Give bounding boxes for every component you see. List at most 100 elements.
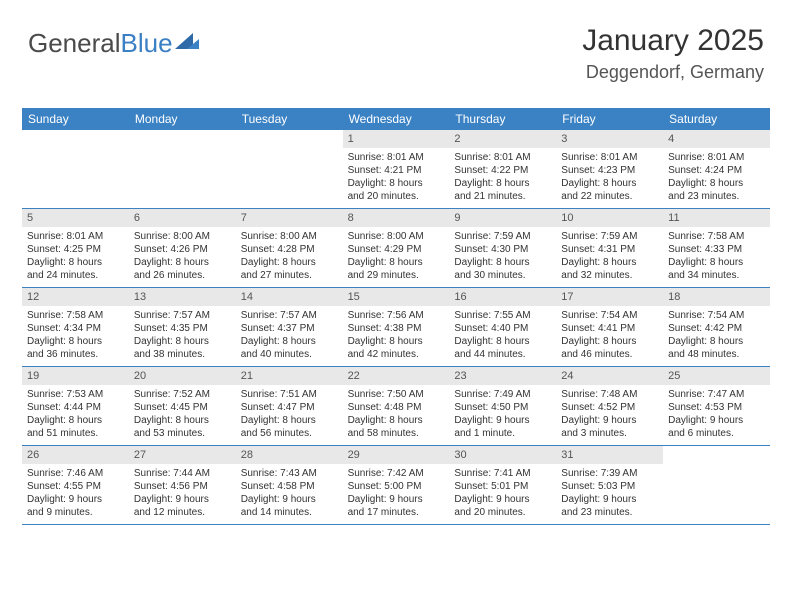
sunset-line: Sunset: 5:01 PM [454, 480, 551, 493]
daylight-line-2: and 32 minutes. [561, 269, 658, 282]
day-info: Sunrise: 7:49 AMSunset: 4:50 PMDaylight:… [449, 387, 556, 444]
weekday-header: Monday [129, 108, 236, 130]
daylight-line-2: and 26 minutes. [134, 269, 231, 282]
weekday-header: Wednesday [343, 108, 450, 130]
daylight-line-2: and 21 minutes. [454, 190, 551, 203]
day-info: Sunrise: 8:00 AMSunset: 4:29 PMDaylight:… [343, 229, 450, 286]
sunset-line: Sunset: 4:30 PM [454, 243, 551, 256]
day-info: Sunrise: 7:59 AMSunset: 4:30 PMDaylight:… [449, 229, 556, 286]
daylight-line-2: and 36 minutes. [27, 348, 124, 361]
day-number: 24 [556, 367, 663, 385]
daylight-line-1: Daylight: 8 hours [241, 414, 338, 427]
daylight-line-2: and 3 minutes. [561, 427, 658, 440]
daylight-line-1: Daylight: 9 hours [454, 414, 551, 427]
calendar-day: 11 Sunrise: 7:58 AMSunset: 4:33 PMDayligh… [663, 209, 770, 287]
daylight-line-1: Daylight: 8 hours [561, 256, 658, 269]
day-info: Sunrise: 7:53 AMSunset: 4:44 PMDaylight:… [22, 387, 129, 444]
sunrise-line: Sunrise: 7:50 AM [348, 388, 445, 401]
daylight-line-1: Daylight: 8 hours [668, 256, 765, 269]
calendar-week: 5Sunrise: 8:01 AMSunset: 4:25 PMDaylight… [22, 209, 770, 288]
day-info: Sunrise: 7:50 AMSunset: 4:48 PMDaylight:… [343, 387, 450, 444]
day-number: 1 [343, 130, 450, 148]
sunrise-line: Sunrise: 7:58 AM [27, 309, 124, 322]
day-info: Sunrise: 7:54 AMSunset: 4:41 PMDaylight:… [556, 308, 663, 365]
calendar-day: 15Sunrise: 7:56 AMSunset: 4:38 PMDayligh… [343, 288, 450, 366]
sunset-line: Sunset: 5:03 PM [561, 480, 658, 493]
day-number: 14 [236, 288, 343, 306]
sunrise-line: Sunrise: 8:01 AM [454, 151, 551, 164]
sunset-line: Sunset: 4:47 PM [241, 401, 338, 414]
daylight-line-2: and 44 minutes. [454, 348, 551, 361]
calendar-day: 23Sunrise: 7:49 AMSunset: 4:50 PMDayligh… [449, 367, 556, 445]
calendar-week: 26 Sunrise: 7:46 AMSunset: 4:55 PMDayligh… [22, 446, 770, 525]
day-info: Sunrise: 7:39 AMSunset: 5:03 PMDaylight:… [556, 466, 663, 523]
day-number: 4 [663, 130, 770, 148]
sunrise-line: Sunrise: 8:01 AM [348, 151, 445, 164]
daylight-line-2: and 22 minutes. [561, 190, 658, 203]
day-number: 3 [556, 130, 663, 148]
calendar-day: 9Sunrise: 7:59 AMSunset: 4:30 PMDaylight… [449, 209, 556, 287]
sunset-line: Sunset: 4:42 PM [668, 322, 765, 335]
sunrise-line: Sunrise: 7:57 AM [241, 309, 338, 322]
calendar-day: 25Sunrise: 7:47 AMSunset: 4:53 PMDayligh… [663, 367, 770, 445]
sunrise-line: Sunrise: 7:54 AM [561, 309, 658, 322]
logo-text-blue: Blue [121, 28, 173, 59]
sunset-line: Sunset: 4:48 PM [348, 401, 445, 414]
sunrise-line: Sunrise: 7:44 AM [134, 467, 231, 480]
daylight-line-2: and 23 minutes. [668, 190, 765, 203]
calendar-day: 26 Sunrise: 7:46 AMSunset: 4:55 PMDayligh… [22, 446, 129, 524]
logo-text-gray: General [28, 28, 121, 59]
day-number: 5 [22, 209, 129, 227]
day-info: Sunrise: 7:46 AMSunset: 4:55 PMDaylight:… [22, 466, 129, 523]
day-info: Sunrise: 7:58 AMSunset: 4:33 PMDaylight:… [663, 229, 770, 286]
sunrise-line: Sunrise: 7:43 AM [241, 467, 338, 480]
day-number: 6 [129, 209, 236, 227]
daylight-line-2: and 20 minutes. [454, 506, 551, 519]
day-number: 26 [22, 446, 129, 464]
sunrise-line: Sunrise: 8:00 AM [134, 230, 231, 243]
daylight-line-2: and 14 minutes. [241, 506, 338, 519]
sunset-line: Sunset: 4:52 PM [561, 401, 658, 414]
calendar-day-empty [129, 130, 236, 208]
sunrise-line: Sunrise: 7:55 AM [454, 309, 551, 322]
calendar-week: 12Sunrise: 7:58 AMSunset: 4:34 PMDayligh… [22, 288, 770, 367]
daylight-line-2: and 27 minutes. [241, 269, 338, 282]
sunrise-line: Sunrise: 7:39 AM [561, 467, 658, 480]
sunrise-line: Sunrise: 7:57 AM [134, 309, 231, 322]
day-info: Sunrise: 7:41 AMSunset: 5:01 PMDaylight:… [449, 466, 556, 523]
sunrise-line: Sunrise: 7:49 AM [454, 388, 551, 401]
daylight-line-2: and 53 minutes. [134, 427, 231, 440]
sunrise-line: Sunrise: 7:58 AM [668, 230, 765, 243]
day-number: 11 [663, 209, 770, 227]
calendar-day: 3Sunrise: 8:01 AMSunset: 4:23 PMDaylight… [556, 130, 663, 208]
daylight-line-1: Daylight: 8 hours [668, 335, 765, 348]
sunrise-line: Sunrise: 7:52 AM [134, 388, 231, 401]
daylight-line-2: and 1 minute. [454, 427, 551, 440]
calendar-day: 12Sunrise: 7:58 AMSunset: 4:34 PMDayligh… [22, 288, 129, 366]
calendar-day: 10Sunrise: 7:59 AMSunset: 4:31 PMDayligh… [556, 209, 663, 287]
day-info: Sunrise: 8:01 AMSunset: 4:22 PMDaylight:… [449, 150, 556, 207]
day-number: 31 [556, 446, 663, 464]
day-number: 16 [449, 288, 556, 306]
day-info: Sunrise: 7:57 AMSunset: 4:37 PMDaylight:… [236, 308, 343, 365]
calendar-day: 6Sunrise: 8:00 AMSunset: 4:26 PMDaylight… [129, 209, 236, 287]
sunset-line: Sunset: 4:31 PM [561, 243, 658, 256]
calendar-day: 4Sunrise: 8:01 AMSunset: 4:24 PMDaylight… [663, 130, 770, 208]
daylight-line-2: and 51 minutes. [27, 427, 124, 440]
calendar-day: 22Sunrise: 7:50 AMSunset: 4:48 PMDayligh… [343, 367, 450, 445]
daylight-line-1: Daylight: 8 hours [454, 177, 551, 190]
calendar-day: 7Sunrise: 8:00 AMSunset: 4:28 PMDaylight… [236, 209, 343, 287]
sunset-line: Sunset: 4:55 PM [27, 480, 124, 493]
weekday-header: Saturday [663, 108, 770, 130]
sunset-line: Sunset: 4:29 PM [348, 243, 445, 256]
calendar-day: 5Sunrise: 8:01 AMSunset: 4:25 PMDaylight… [22, 209, 129, 287]
calendar-day: 8Sunrise: 8:00 AMSunset: 4:29 PMDaylight… [343, 209, 450, 287]
calendar-day: 28Sunrise: 7:43 AMSunset: 4:58 PMDayligh… [236, 446, 343, 524]
daylight-line-2: and 6 minutes. [668, 427, 765, 440]
daylight-line-1: Daylight: 8 hours [134, 335, 231, 348]
day-number: 2 [449, 130, 556, 148]
daylight-line-1: Daylight: 8 hours [348, 177, 445, 190]
day-number: 20 [129, 367, 236, 385]
sunset-line: Sunset: 4:26 PM [134, 243, 231, 256]
day-number: 17 [556, 288, 663, 306]
